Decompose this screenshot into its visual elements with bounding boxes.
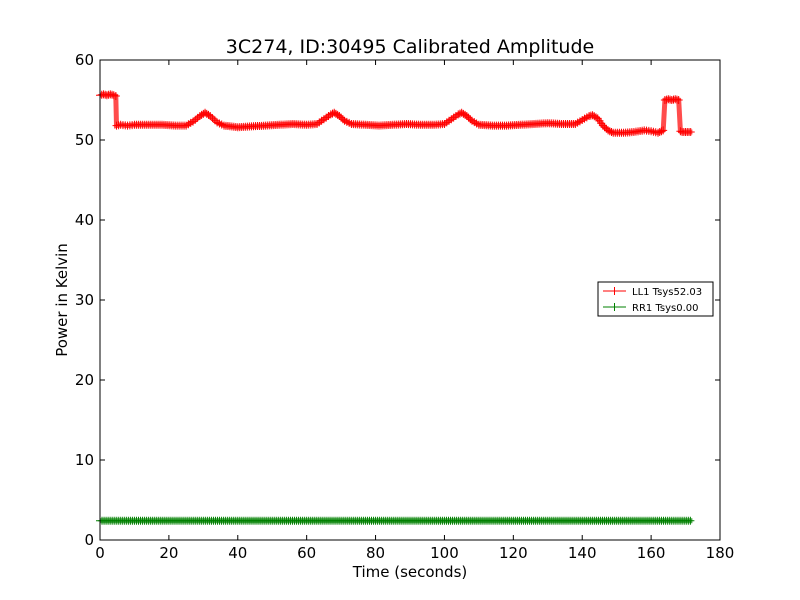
data-point <box>600 123 609 132</box>
data-point <box>459 109 468 118</box>
series-2 <box>96 516 695 525</box>
data-point <box>197 110 206 119</box>
y-tick-label: 30 <box>75 291 94 309</box>
data-point <box>338 115 347 124</box>
x-tick-label: 40 <box>228 544 247 562</box>
data-point <box>462 112 471 120</box>
data-point <box>655 128 664 136</box>
legend-box <box>597 281 714 317</box>
data-point <box>657 127 666 136</box>
data-point <box>659 126 668 135</box>
legend-marker <box>610 287 619 295</box>
x-tick-label: 140 <box>568 544 597 562</box>
data-point <box>466 115 475 124</box>
data-point <box>109 91 118 100</box>
y-tick-label: 40 <box>75 211 94 229</box>
data-point <box>111 92 120 100</box>
x-tick-label: 180 <box>706 544 735 562</box>
data-point <box>335 112 344 120</box>
legend-item: LL1 Tsys52.03 <box>603 287 702 298</box>
data-point <box>331 109 340 118</box>
x-tick-label: 60 <box>297 544 316 562</box>
plot-area <box>96 90 695 525</box>
y-axis-label: Power in Kelvin <box>53 243 71 357</box>
data-point <box>588 111 597 120</box>
data-point <box>598 121 607 130</box>
data-point <box>201 108 210 117</box>
x-axis-label: Time (seconds) <box>352 563 468 581</box>
x-tick-label: 160 <box>637 544 666 562</box>
data-point <box>326 110 335 119</box>
data-point <box>676 127 685 136</box>
data-point <box>605 127 614 136</box>
x-tick-label: 80 <box>366 544 385 562</box>
axis-ticks: 0 20 40 60 80 100 120 140 160 180 0 10 20 30 40 50 60 <box>75 51 734 562</box>
data-point <box>604 126 613 135</box>
legend-marker <box>610 303 619 311</box>
data-point <box>686 128 695 136</box>
data-point <box>202 109 211 118</box>
data-point <box>654 128 662 137</box>
x-tick-label: 20 <box>159 544 178 562</box>
legend-label: LL1 Tsys52.03 <box>632 287 702 298</box>
legend-label: RR1 Tsys0.00 <box>632 303 699 314</box>
y-tick-label: 20 <box>75 371 94 389</box>
chart-title: 3C274, ID:30495 Calibrated Amplitude <box>226 36 594 58</box>
y-tick-label: 60 <box>75 51 94 69</box>
data-point <box>590 112 599 121</box>
data-point <box>674 96 683 104</box>
legend: LL1 Tsys52.03 RR1 Tsys0.00 <box>597 281 714 317</box>
data-point <box>457 108 466 117</box>
y-tick-label: 50 <box>75 131 94 149</box>
x-tick-label: 120 <box>499 544 528 562</box>
x-tick-label: 0 <box>95 544 105 562</box>
series-1 <box>96 90 695 137</box>
data-point <box>337 113 346 122</box>
data-point <box>592 113 600 122</box>
data-point <box>464 113 473 122</box>
data-point <box>204 110 213 119</box>
legend-item: RR1 Tsys0.00 <box>603 303 699 314</box>
data-point <box>330 108 339 117</box>
data-point <box>686 516 695 525</box>
data-point <box>607 128 616 136</box>
y-tick-label: 10 <box>75 451 94 469</box>
data-point <box>195 112 204 120</box>
x-tick-label: 100 <box>430 544 459 562</box>
y-tick-label: 0 <box>84 531 94 549</box>
data-point <box>454 110 463 119</box>
